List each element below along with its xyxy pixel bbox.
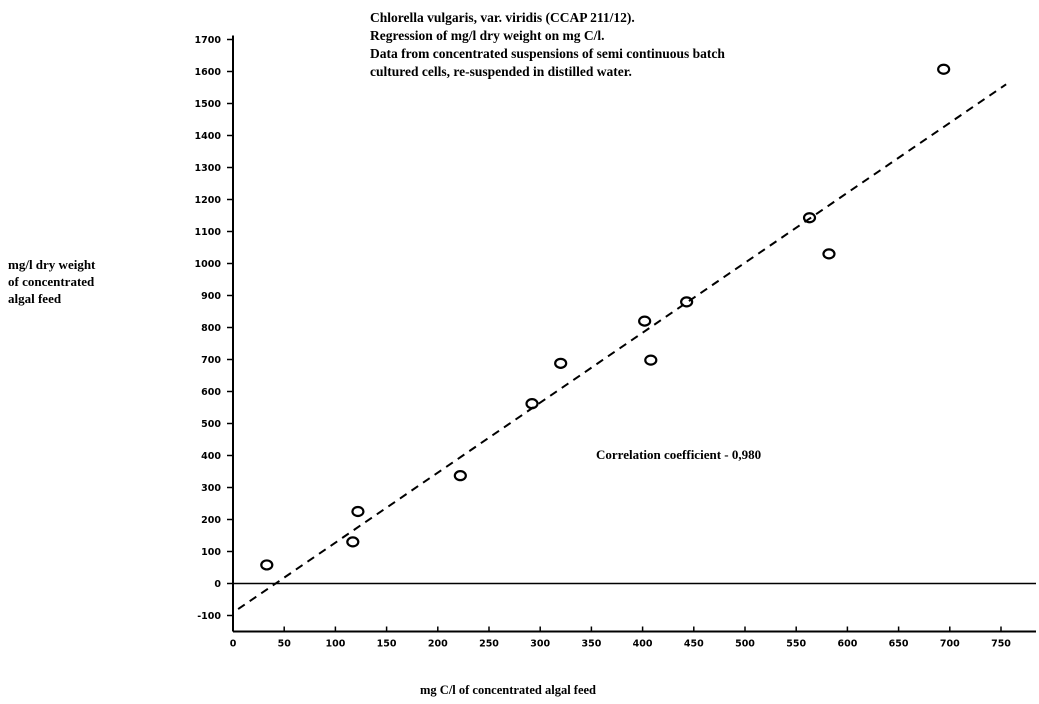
y-ticks: -100 0 100 200 300 400 500 600 700 800 900 1000 1100… xyxy=(195,35,233,622)
y-tick-label: 1100 xyxy=(195,227,222,238)
title-line-3: Data from concentrated suspensions of se… xyxy=(370,46,725,61)
data-points xyxy=(260,63,951,571)
y-axis-label-line-1: mg/l dry weight xyxy=(8,257,96,272)
y-tick-label: 1000 xyxy=(195,259,222,270)
y-tick-label: 1200 xyxy=(195,195,222,206)
data-point xyxy=(802,212,817,224)
y-tick-label: 500 xyxy=(201,419,221,430)
y-tick-label: 300 xyxy=(201,483,221,494)
x-axis-label: mg C/l of concentrated algal feed xyxy=(420,683,597,697)
data-point xyxy=(644,354,658,366)
y-tick-label: 1500 xyxy=(195,99,222,110)
x-tick-label: 400 xyxy=(633,639,653,650)
regression-dashed-line xyxy=(237,83,1007,610)
title-line-4: cultured cells, re-suspended in distille… xyxy=(370,64,632,79)
y-tick-label: 800 xyxy=(201,323,221,334)
y-tick-label: 600 xyxy=(201,387,221,398)
data-point xyxy=(680,296,694,308)
x-tick-label: 300 xyxy=(530,639,550,650)
title-line-1: Chlorella vulgaris, var. viridis (CCAP 2… xyxy=(370,10,635,25)
x-tick-label: 500 xyxy=(735,639,755,650)
x-tick-label: 200 xyxy=(428,639,448,650)
x-tick-label: 750 xyxy=(991,639,1011,650)
x-tick-label: 550 xyxy=(786,639,806,650)
y-tick-label: 700 xyxy=(201,355,221,366)
x-tick-label: 150 xyxy=(377,639,397,650)
data-point xyxy=(638,315,652,327)
y-tick-label: 1600 xyxy=(195,67,222,78)
data-point xyxy=(554,357,568,369)
x-tick-label: 100 xyxy=(325,639,345,650)
y-tick-label: 400 xyxy=(201,451,221,462)
regression-line xyxy=(237,83,1007,610)
x-tick-label: 0 xyxy=(230,639,237,650)
data-point xyxy=(937,63,951,75)
x-tick-label: 650 xyxy=(889,639,909,650)
x-tick-label: 50 xyxy=(278,639,292,650)
x-tick-label: 450 xyxy=(684,639,704,650)
y-tick-label: 1400 xyxy=(195,131,222,142)
data-point xyxy=(260,559,274,571)
data-point xyxy=(453,470,467,482)
x-tick-label: 700 xyxy=(940,639,960,650)
y-axis-label: mg/l dry weight of concentrated algal fe… xyxy=(8,256,158,307)
y-tick-label: 1300 xyxy=(195,163,222,174)
x-tick-label: 250 xyxy=(479,639,499,650)
axes xyxy=(232,35,1036,633)
y-tick-label: 1700 xyxy=(195,35,222,46)
data-point xyxy=(822,248,836,260)
y-tick-label: 900 xyxy=(201,291,221,302)
y-tick-label: 200 xyxy=(201,515,221,526)
y-tick-label: 100 xyxy=(201,547,221,558)
correlation-annotation: Correlation coefficient - 0,980 xyxy=(596,447,762,462)
data-point xyxy=(351,505,365,518)
y-tick-label: 0 xyxy=(214,579,221,590)
y-axis-label-line-2: of concentrated xyxy=(8,274,95,289)
y-axis-label-line-3: algal feed xyxy=(8,291,62,306)
data-point xyxy=(346,536,360,548)
x-tick-label: 350 xyxy=(581,639,601,650)
x-tick-label: 600 xyxy=(837,639,857,650)
chart-title: Chlorella vulgaris, var. viridis (CCAP 2… xyxy=(370,9,850,81)
title-line-2: Regression of mg/l dry weight on mg C/l. xyxy=(370,28,605,43)
x-ticks: 0 50 100 150 200 250 300 350 400 450 500 550 600 650 7… xyxy=(230,626,1011,650)
y-tick-label: -100 xyxy=(197,611,221,622)
data-point xyxy=(525,398,539,410)
